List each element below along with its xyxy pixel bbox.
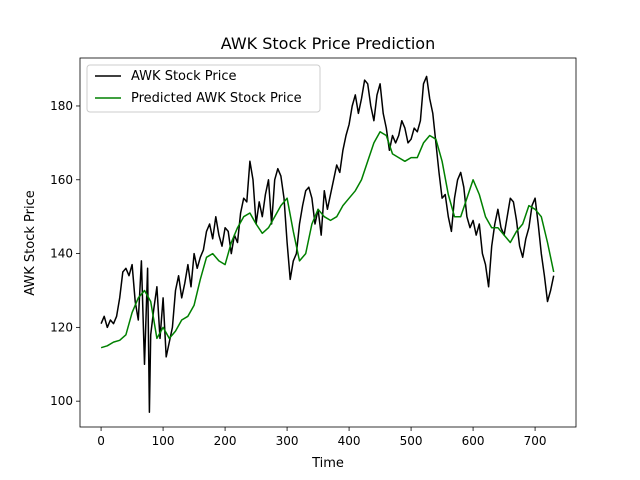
y-tick-label: 100 (50, 394, 73, 408)
x-tick-label: 400 (338, 434, 361, 448)
y-tick-label: 120 (50, 320, 73, 334)
x-tick-label: 300 (276, 434, 299, 448)
x-tick-label: 700 (524, 434, 547, 448)
chart-title: AWK Stock Price Prediction (221, 34, 435, 53)
x-tick-label: 100 (152, 434, 175, 448)
plot-frame (79, 57, 577, 428)
x-tick-label: 500 (400, 434, 423, 448)
series-line-actual (100, 75, 555, 413)
plot-area (80, 58, 576, 427)
series-layer (100, 75, 555, 413)
legend-label-predicted: Predicted AWK Stock Price (131, 91, 302, 106)
legend: AWK Stock Price Predicted AWK Stock Pric… (86, 64, 321, 113)
y-tick-label: 140 (50, 247, 73, 261)
y-tick-label: 180 (50, 99, 73, 113)
legend-box (86, 64, 321, 113)
x-axis-label: Time (311, 456, 344, 471)
x-axis-ticks: 0 100 200 300 400 500 600 700 (97, 427, 547, 448)
y-axis-ticks: 100 120 140 160 180 (50, 99, 80, 408)
x-tick-label: 200 (214, 434, 237, 448)
y-axis-label: AWK Stock Price (23, 190, 38, 296)
x-tick-label: 0 (97, 434, 105, 448)
y-tick-label: 160 (50, 173, 73, 187)
legend-label-actual: AWK Stock Price (131, 69, 237, 84)
x-tick-label: 600 (462, 434, 485, 448)
series-line-predicted (100, 131, 555, 349)
